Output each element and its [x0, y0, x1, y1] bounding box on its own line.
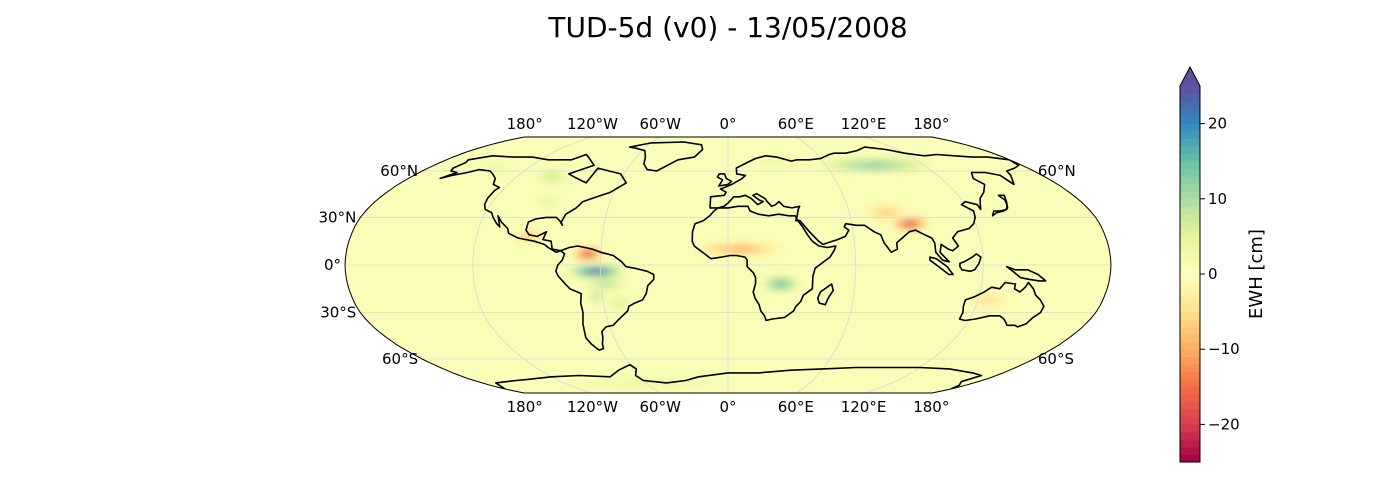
colorbar-tick-label: 0	[1208, 265, 1218, 283]
coastline-japan	[991, 194, 1009, 217]
lat-label-left: 30°N	[318, 208, 356, 226]
anomaly-congo-zambezi	[761, 276, 800, 292]
lat-label-right: 60°S	[1038, 350, 1074, 368]
anomaly-canada	[534, 169, 570, 185]
anomaly-alaska	[477, 161, 517, 173]
anomaly-siberia	[817, 158, 933, 173]
lon-label-top: 120°E	[841, 115, 887, 133]
lon-label-top: 180°	[913, 115, 949, 133]
lat-label-left: 60°N	[380, 162, 418, 180]
coastline-greenland	[628, 141, 704, 172]
colorbar-frame	[1179, 65, 1201, 463]
anomaly-southern-brazil	[607, 296, 633, 310]
anomaly-australia	[963, 290, 1014, 310]
coastline-eurasia	[709, 146, 1020, 263]
colorbar-tick-label: 20	[1208, 115, 1227, 133]
map-title: TUD-5d (v0) - 13/05/2008	[547, 11, 907, 44]
anomaly-tibet	[861, 203, 910, 223]
coastline-borneo	[959, 253, 982, 273]
colorbar-tick-label: −20	[1208, 415, 1240, 433]
coastline-south-america	[555, 245, 655, 351]
lat-label-left: 30°S	[320, 304, 356, 322]
anomaly-sahel	[692, 242, 786, 256]
coastline-antarctica	[495, 363, 983, 390]
colorbar-extend-arrow	[1180, 67, 1200, 86]
ewh-anomaly-field	[477, 154, 1014, 389]
longitude-labels-bottom: 180° 120°W 60°W 0° 60°E 120°E 180°	[507, 398, 950, 416]
anomaly-amazon	[568, 265, 624, 278]
lon-label-bottom: 60°E	[778, 398, 814, 416]
anomaly-paraguay	[587, 291, 605, 302]
lon-label-bottom: 180°	[913, 398, 949, 416]
anomaly-himalaya	[891, 217, 929, 230]
coastline-uk	[716, 173, 733, 187]
latitude-labels-left: 60°N 30°N 0° 30°S 60°S	[318, 162, 418, 368]
lon-label-top: 60°E	[778, 115, 814, 133]
lon-label-bottom: 0°	[719, 398, 736, 416]
coastlines	[439, 141, 1047, 390]
anomaly-amazon-south	[584, 277, 627, 291]
colorbar: 20 10 0 −10 −20 EWH [cm]	[1179, 65, 1267, 463]
longitude-labels-top: 180° 120°W 60°W 0° 60°E 120°E 180°	[507, 115, 950, 133]
lon-label-top: 120°W	[567, 115, 618, 133]
lat-label-right: 60°N	[1038, 162, 1076, 180]
coastline-madagascar	[816, 283, 834, 306]
anomaly-mississippi	[531, 193, 564, 210]
lon-label-top: 0°	[719, 115, 736, 133]
lon-label-bottom: 180°	[507, 398, 543, 416]
colorbar-label: EWH [cm]	[1246, 229, 1267, 319]
anomaly-orinoco	[573, 247, 603, 261]
map-globe	[344, 136, 1112, 394]
colorbar-ticks: 20 10 0 −10 −20	[1200, 115, 1240, 433]
coastline-australia	[958, 281, 1045, 328]
coastline-sumatra	[929, 256, 954, 276]
lon-label-bottom: 120°W	[567, 398, 618, 416]
lat-label-left: 0°	[324, 256, 341, 274]
lon-label-bottom: 60°W	[639, 398, 681, 416]
anomaly-arctic-europe	[753, 154, 797, 166]
colorbar-tick-label: 10	[1208, 190, 1227, 208]
lon-label-bottom: 120°E	[841, 398, 887, 416]
lon-label-top: 60°W	[639, 115, 681, 133]
lon-label-top: 180°	[507, 115, 543, 133]
globe-outline	[344, 136, 1112, 394]
coastline-north-america	[439, 153, 627, 254]
colorbar-bands	[1180, 86, 1200, 463]
latitude-labels-right: 60°N 60°S	[1038, 162, 1076, 368]
coastline-new-guinea	[1005, 265, 1047, 282]
lat-label-left: 60°S	[382, 350, 418, 368]
coastline-africa	[691, 205, 837, 322]
colorbar-tick-label: −10	[1208, 340, 1240, 358]
